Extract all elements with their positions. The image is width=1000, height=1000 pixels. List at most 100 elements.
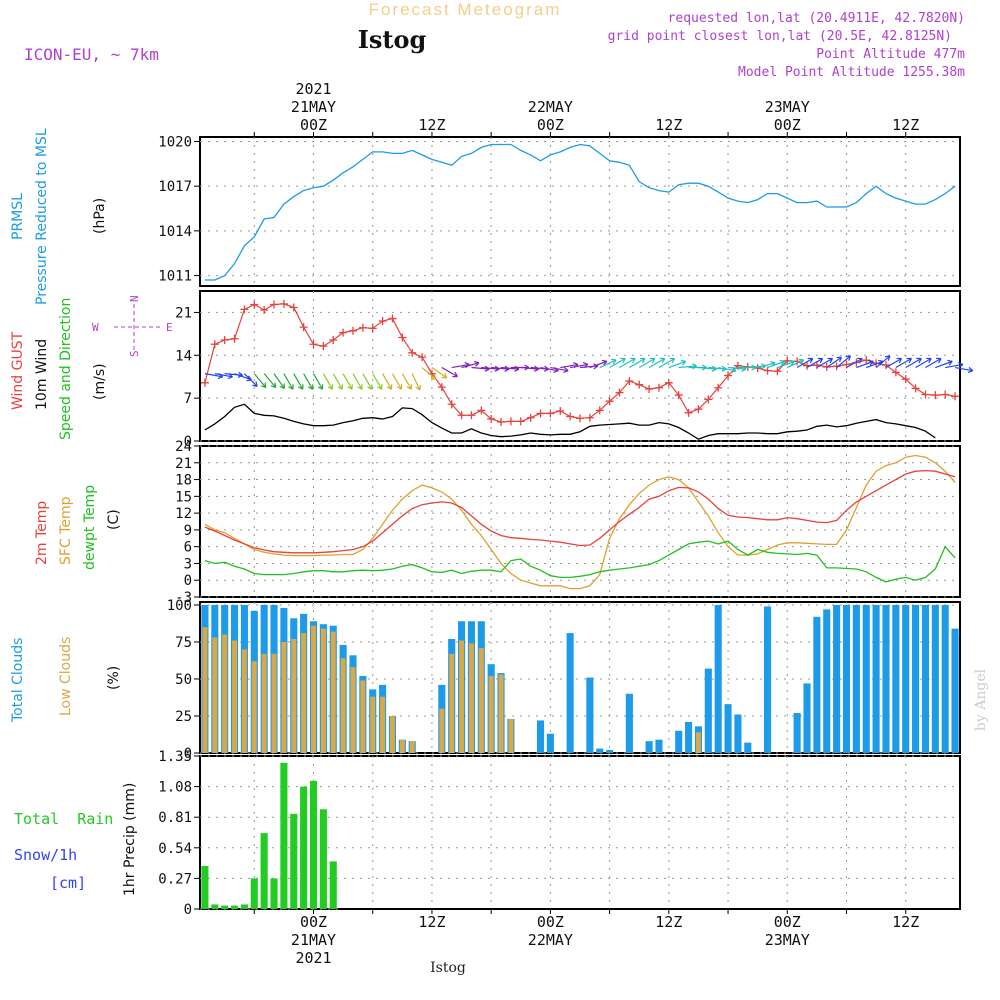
y-tick-label: 1.35 — [158, 749, 192, 765]
wind-arrow-head — [415, 384, 421, 391]
wind-arrow-head — [926, 357, 932, 364]
y-tick-label: 0.81 — [158, 810, 192, 826]
panel-frame — [199, 445, 961, 598]
time-axis-label: 22MAY — [528, 98, 573, 116]
temp-label-sfc: SFC Temp — [58, 496, 74, 565]
low-cloud-bar — [488, 676, 494, 753]
clouds-unit: (%) — [106, 666, 122, 690]
wind-direction-arrow — [875, 355, 891, 368]
wind-arrow-head — [807, 357, 814, 364]
wind-arrow-head — [327, 384, 334, 390]
gust-point-marker — [487, 414, 496, 423]
low-cloud-bar — [251, 661, 257, 753]
wind-arrow-head — [659, 357, 666, 364]
wind-arrow-head — [817, 357, 824, 364]
gust-point-marker — [664, 378, 673, 387]
gust-point-marker — [951, 392, 960, 401]
wind-direction-arrow — [342, 373, 353, 390]
gust-point-marker — [694, 405, 703, 414]
rain-bar — [201, 865, 209, 909]
low-cloud-bar — [409, 741, 415, 753]
low-cloud-bar — [330, 631, 336, 753]
gust-point-marker — [605, 397, 614, 406]
low-cloud-bar — [449, 653, 455, 753]
pressure-label-msl: Pressure Reduced to MSL — [34, 128, 50, 305]
total-cloud-bar — [625, 693, 633, 753]
compass-north: N — [128, 295, 141, 302]
wind-direction-arrow — [273, 373, 285, 389]
low-cloud-bar — [695, 732, 701, 753]
total-cloud-bar — [714, 604, 722, 753]
wind-arrow-head — [896, 357, 903, 364]
wind-arrow-head — [252, 381, 258, 387]
wind-direction-arrow — [629, 358, 646, 369]
wind-direction-arrow — [806, 358, 823, 369]
wind-direction-arrow — [609, 358, 626, 369]
total-cloud-bar — [793, 713, 801, 753]
wind-arrow-head — [386, 384, 393, 390]
wind-direction-arrow — [401, 373, 412, 390]
rain-bar — [221, 905, 229, 909]
wind-direction-arrow — [322, 373, 333, 390]
wind-direction-arrow — [826, 356, 842, 369]
wind-direction-arrow — [915, 358, 932, 369]
low-cloud-bar — [291, 639, 297, 753]
gust-point-marker — [635, 380, 644, 389]
total-cloud-bar — [536, 720, 545, 753]
gust-point-marker — [339, 328, 348, 337]
gust-point-marker — [329, 335, 338, 344]
y-tick-label: 9 — [184, 523, 192, 539]
low-cloud-bar — [508, 718, 514, 753]
y-tick-label: 75 — [175, 635, 192, 651]
gust-point-marker — [516, 417, 525, 426]
total-cloud-bar — [862, 604, 870, 753]
wind-direction-arrow — [846, 358, 863, 369]
wind-direction-arrow — [560, 363, 579, 369]
wind-arrow-head — [430, 374, 437, 380]
low-cloud-bar — [439, 708, 445, 753]
low-cloud-bar — [311, 625, 316, 753]
gust-point-marker — [852, 358, 861, 367]
gust-point-marker — [299, 323, 308, 332]
wind-arrow-head — [377, 384, 383, 390]
y-tick-label: 0 — [184, 902, 192, 918]
gust-point-marker — [289, 303, 298, 312]
wind-direction-arrow — [204, 373, 223, 378]
precip-snow-label: Snow/1h — [14, 846, 77, 864]
wind-direction-arrow — [570, 363, 588, 369]
y-tick-label: 1017 — [158, 179, 192, 195]
low-cloud-bar — [281, 641, 287, 753]
gust-point-marker — [230, 334, 239, 343]
total-cloud-bar — [596, 748, 604, 753]
total-cloud-bar — [852, 604, 860, 753]
wind-direction-arrow — [520, 366, 539, 370]
temp-2m-line — [204, 469, 956, 554]
total-cloud-bar — [803, 683, 811, 753]
low-cloud-bar — [271, 653, 277, 753]
wind-compass: N S W E — [92, 295, 173, 357]
wind-arrow-head — [884, 355, 891, 361]
low-cloud-bar — [380, 696, 386, 753]
wind-speed-line — [204, 403, 936, 440]
gust-point-marker — [585, 413, 594, 422]
wind-arrow-head — [789, 359, 795, 366]
y-tick-label: 14 — [175, 348, 192, 364]
station-title: Istog — [358, 25, 427, 54]
total-cloud-bar — [902, 604, 910, 753]
rain-bar — [280, 762, 288, 909]
total-cloud-bar — [892, 604, 900, 753]
low-cloud-bar — [212, 637, 218, 753]
gust-point-marker — [398, 333, 407, 342]
wind-arrow-head — [298, 384, 304, 390]
wind-arrow-head — [967, 366, 974, 374]
pressure-unit: (hPa) — [92, 198, 108, 234]
time-axis-label: 00Z — [537, 116, 564, 134]
wind-direction-arrow — [619, 358, 636, 369]
time-axis-label: 2021 — [295, 949, 331, 967]
total-cloud-bar — [606, 750, 614, 753]
precip-cm-label: [cm] — [50, 874, 86, 892]
low-cloud-bar — [340, 658, 346, 753]
wind-direction-arrow — [451, 363, 470, 369]
wind-arrow-head — [279, 383, 285, 389]
